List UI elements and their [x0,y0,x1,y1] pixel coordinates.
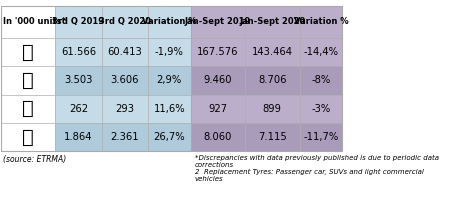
Text: Variation %: Variation % [293,17,348,26]
Text: 11,6%: 11,6% [153,104,185,114]
FancyBboxPatch shape [300,66,342,95]
FancyBboxPatch shape [102,66,148,95]
FancyBboxPatch shape [102,38,148,66]
FancyBboxPatch shape [300,38,342,66]
Text: 60.413: 60.413 [108,47,142,57]
FancyBboxPatch shape [245,95,300,123]
Text: 143.464: 143.464 [252,47,293,57]
FancyBboxPatch shape [102,123,148,151]
Text: 3.606: 3.606 [111,75,139,85]
FancyBboxPatch shape [190,95,245,123]
Text: 🚜: 🚜 [22,99,34,118]
FancyBboxPatch shape [148,6,190,38]
FancyBboxPatch shape [1,38,55,66]
Text: 61.566: 61.566 [61,47,96,57]
Text: *Discrepancies with data previously published is due to periodic data correction: *Discrepancies with data previously publ… [194,155,439,182]
FancyBboxPatch shape [102,6,148,38]
Text: 🛵: 🛵 [22,128,34,147]
Text: 899: 899 [263,104,282,114]
Text: 3rd Q 2019: 3rd Q 2019 [53,17,104,26]
FancyBboxPatch shape [102,95,148,123]
FancyBboxPatch shape [1,95,55,123]
Text: 927: 927 [208,104,227,114]
Text: 8.706: 8.706 [258,75,287,85]
FancyBboxPatch shape [190,66,245,95]
Text: 9.460: 9.460 [203,75,232,85]
Text: 293: 293 [115,104,135,114]
FancyBboxPatch shape [1,6,55,38]
FancyBboxPatch shape [300,95,342,123]
Text: 2,9%: 2,9% [157,75,182,85]
FancyBboxPatch shape [55,123,102,151]
FancyBboxPatch shape [55,95,102,123]
Text: 8.060: 8.060 [204,132,232,142]
FancyBboxPatch shape [245,38,300,66]
Text: 🚗: 🚗 [22,43,34,61]
FancyBboxPatch shape [148,123,190,151]
Text: 167.576: 167.576 [197,47,238,57]
FancyBboxPatch shape [300,6,342,38]
FancyBboxPatch shape [190,6,245,38]
FancyBboxPatch shape [1,66,55,95]
Text: 3rd Q 2020: 3rd Q 2020 [99,17,151,26]
Text: 2.361: 2.361 [111,132,139,142]
FancyBboxPatch shape [55,6,102,38]
Text: 3.503: 3.503 [64,75,93,85]
FancyBboxPatch shape [55,38,102,66]
FancyBboxPatch shape [190,38,245,66]
Text: Jan-Sept 2020: Jan-Sept 2020 [239,17,306,26]
Text: 7.115: 7.115 [258,132,287,142]
Text: 26,7%: 26,7% [153,132,185,142]
FancyBboxPatch shape [245,6,300,38]
FancyBboxPatch shape [245,66,300,95]
Text: (source: ETRMA): (source: ETRMA) [3,155,66,164]
FancyBboxPatch shape [148,66,190,95]
Text: 262: 262 [69,104,88,114]
FancyBboxPatch shape [55,66,102,95]
Text: -3%: -3% [311,104,330,114]
Text: -14,4%: -14,4% [303,47,338,57]
FancyBboxPatch shape [148,95,190,123]
Text: 🚚: 🚚 [22,71,34,90]
Text: In '000 units*: In '000 units* [3,17,66,26]
Text: Variation %: Variation % [142,17,197,26]
FancyBboxPatch shape [245,123,300,151]
Text: -11,7%: -11,7% [303,132,338,142]
FancyBboxPatch shape [1,123,55,151]
Text: -8%: -8% [311,75,330,85]
Text: -1,9%: -1,9% [155,47,184,57]
Text: Jan-Sept 2019: Jan-Sept 2019 [184,17,251,26]
FancyBboxPatch shape [148,38,190,66]
Text: 1.864: 1.864 [64,132,93,142]
FancyBboxPatch shape [190,123,245,151]
FancyBboxPatch shape [300,123,342,151]
